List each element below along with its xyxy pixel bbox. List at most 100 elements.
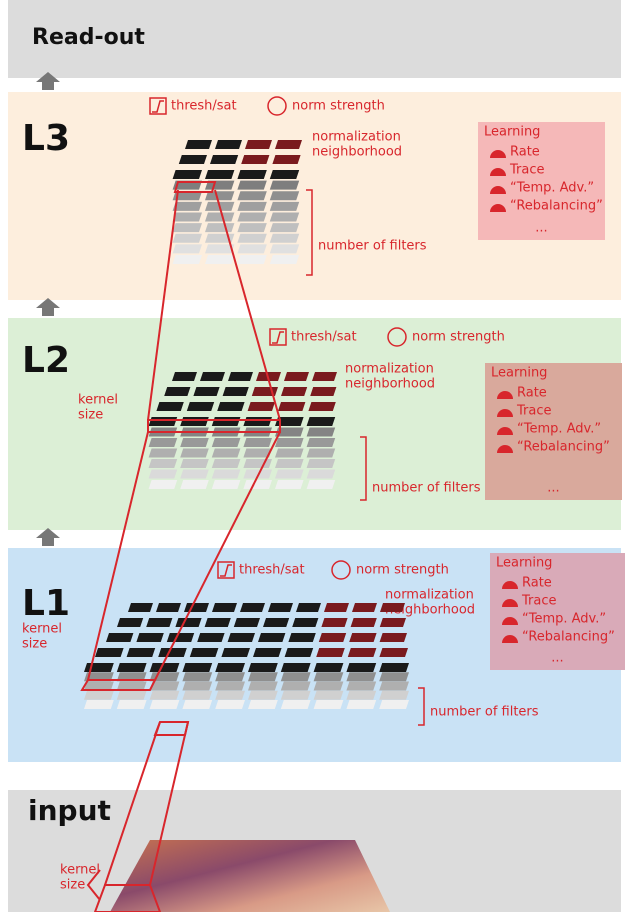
filter-tile — [228, 633, 255, 642]
learning-title: Learning — [496, 556, 552, 571]
filter-tile — [164, 387, 190, 396]
thresh-label: thresh/sat — [239, 563, 305, 578]
filter-tile — [281, 387, 307, 396]
filter-tile — [314, 672, 344, 681]
filter-tile — [173, 244, 202, 253]
filter-tile — [346, 700, 376, 709]
learning-item: Rate — [517, 386, 547, 401]
filter-tile — [212, 438, 241, 447]
neighborhood-label: normalization — [312, 130, 401, 145]
filter-tile — [149, 459, 178, 468]
filter-tile — [182, 700, 212, 709]
filter-tile — [243, 438, 272, 447]
filter-tile — [173, 234, 202, 243]
filter-tile — [149, 417, 178, 426]
filter-tile — [150, 663, 180, 672]
learning-item: “Temp. Adv.” — [517, 422, 601, 437]
filter-tile — [292, 618, 318, 627]
filter-tile — [237, 170, 266, 179]
filter-tile — [380, 603, 405, 612]
filter-tile — [281, 691, 311, 700]
filter-tile — [128, 603, 153, 612]
filter-tile — [379, 648, 408, 657]
filter-tile — [156, 603, 181, 612]
filter-tile — [180, 470, 209, 479]
filter-tile — [379, 663, 409, 672]
filter-tile — [180, 438, 209, 447]
filter-tile — [205, 170, 234, 179]
filter-tile — [346, 682, 376, 691]
filter-tile — [380, 633, 407, 642]
filter-tile — [149, 470, 178, 479]
filter-tile — [150, 700, 180, 709]
filter-tile — [296, 603, 321, 612]
filter-tile — [281, 663, 311, 672]
filter-tile — [275, 480, 304, 489]
filter-tile — [268, 603, 293, 612]
filter-tile — [270, 181, 299, 190]
filter-tile — [270, 191, 299, 200]
filters-label: number of filters — [318, 239, 427, 254]
kernel-label: size — [78, 408, 103, 423]
filter-tile — [180, 417, 209, 426]
filter-tile — [314, 700, 344, 709]
filter-tile — [117, 700, 147, 709]
filter-tile — [212, 449, 241, 458]
filter-tile — [215, 140, 242, 149]
filter-tile — [149, 438, 178, 447]
filter-tile — [136, 633, 163, 642]
neighborhood-label: normalization — [385, 588, 474, 603]
filter-tile — [270, 213, 299, 222]
filter-tile — [275, 438, 304, 447]
learning-item: Trace — [521, 594, 557, 609]
filter-tile — [312, 372, 337, 381]
filter-tile — [349, 633, 376, 642]
filter-tile — [221, 648, 250, 657]
filter-tile — [270, 202, 299, 211]
arrow — [36, 298, 60, 316]
filter-tile — [241, 155, 269, 164]
norm-label: norm strength — [292, 99, 385, 114]
filters-label: number of filters — [430, 705, 539, 720]
filter-tile — [379, 682, 409, 691]
filter-tile — [84, 691, 114, 700]
filter-tile — [248, 663, 278, 672]
filter-tile — [237, 202, 266, 211]
filter-tile — [307, 480, 336, 489]
norm-label: norm strength — [356, 563, 449, 578]
filter-tile — [180, 459, 209, 468]
learning-title: Learning — [484, 125, 540, 140]
filter-tile — [379, 700, 409, 709]
filter-tile — [307, 470, 336, 479]
learning-more: ... — [547, 481, 559, 496]
filter-tile — [314, 682, 344, 691]
filter-tile — [319, 633, 346, 642]
neighborhood-label: neighborhood — [345, 377, 435, 392]
filter-tile — [127, 648, 156, 657]
learning-item: “Temp. Adv.” — [510, 181, 594, 196]
input-kernel-1: kernel — [60, 863, 100, 878]
page: {"readout": {"label": "Read-out"}, "laye… — [0, 0, 629, 912]
learning-item: “Rebalancing” — [517, 440, 610, 455]
filter-tile — [275, 449, 304, 458]
filter-tile — [167, 633, 194, 642]
filter-tile — [237, 255, 266, 264]
kernel-label: kernel — [78, 393, 118, 408]
filter-tile — [149, 480, 178, 489]
filter-tile — [248, 672, 278, 681]
filter-tile — [346, 672, 376, 681]
filter-tile — [240, 603, 265, 612]
filter-tile — [285, 648, 314, 657]
learning-item: “Temp. Adv.” — [522, 612, 606, 627]
filter-tile — [243, 480, 272, 489]
diagram: Read-out input L3thresh/satnorm strength… — [0, 0, 629, 912]
filters-label: number of filters — [372, 481, 481, 496]
filter-tile — [173, 170, 202, 179]
filter-tile — [205, 213, 234, 222]
filter-tile — [215, 682, 245, 691]
filter-tile — [212, 603, 237, 612]
filter-tile — [348, 648, 377, 657]
input-label: input — [28, 794, 111, 827]
filter-tile — [314, 691, 344, 700]
filter-tile — [84, 700, 114, 709]
